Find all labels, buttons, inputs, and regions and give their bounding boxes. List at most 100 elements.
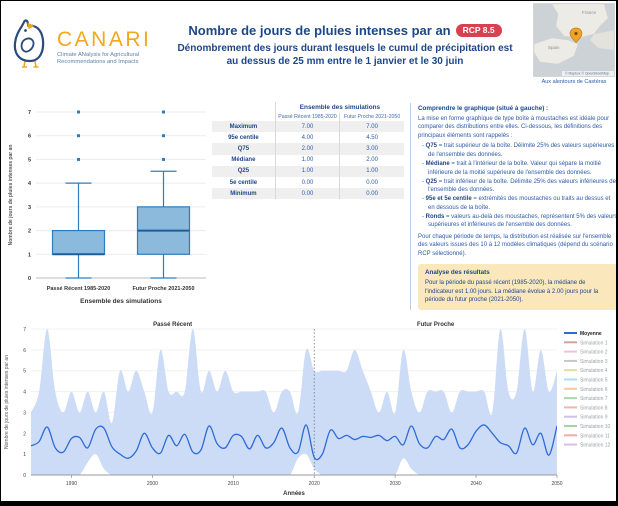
svg-text:4: 4: [23, 390, 26, 396]
legend-item-simulation-8[interactable]: Simulation 8: [564, 405, 608, 411]
table-row: 95e centile 4.00 4.50: [212, 132, 404, 144]
boxplot-svg: 0 1 2 3 4 5 6 7 Nombre de jours de pluies intens…: [8, 110, 206, 305]
svg-text:2010: 2010: [228, 481, 239, 487]
table-column-header: Passé Récent 1985-2020: [274, 113, 340, 121]
svg-text:5: 5: [23, 369, 26, 375]
cell-value: 4.00: [274, 132, 340, 144]
cell-value: 0.00: [274, 176, 340, 189]
definition-item: Q75 = trait supérieur de la boîte. Délim…: [422, 142, 616, 159]
cell-value: 2.00: [274, 143, 340, 155]
page-title: Nombre de jours de pluies intenses par a…: [188, 23, 451, 38]
cell-value: 3.00: [339, 143, 404, 155]
boxplot-chart[interactable]: 0 1 2 3 4 5 6 7 Nombre de jours de pluies intens…: [4, 98, 210, 317]
cell-value: 4.50: [339, 132, 404, 144]
legend-item-simulation-12[interactable]: Simulation 12: [564, 443, 611, 449]
canari-logo: CANARI Climate ANalysis for Agricultural…: [11, 17, 151, 74]
table-row: Q25 1.00 1.00: [212, 165, 404, 177]
cell-value: 7.00: [274, 121, 340, 133]
legend-item-simulation-2[interactable]: Simulation 2: [564, 350, 608, 356]
legend-item-simulation-9[interactable]: Simulation 9: [564, 415, 608, 421]
svg-text:Ensemble des simulations: Ensemble des simulations: [80, 298, 162, 305]
map-pin-icon: [569, 27, 583, 43]
table-row: Maximum 7.00 7.00: [212, 121, 404, 133]
svg-text:Simulation 3: Simulation 3: [580, 359, 608, 365]
svg-text:Nombre de jours de pluies inte: Nombre de jours de pluies intenses par a…: [8, 145, 14, 246]
svg-text:5: 5: [28, 157, 31, 163]
svg-text:Simulation 2: Simulation 2: [580, 350, 608, 356]
timeseries-svg: 0 1 2 3 4 5 6 7 1990 2000 2010 2020 2030 2040 2050 Anné…: [4, 322, 611, 497]
logo-name: CANARI: [57, 28, 152, 51]
table-group-header: Ensemble des simulations: [274, 102, 404, 113]
analysis-title: Analyse des résultats: [425, 269, 490, 277]
legend-item-simulation-5[interactable]: Simulation 5: [564, 378, 608, 384]
stats-table: Ensemble des simulations Passé Récent 198…: [212, 102, 404, 200]
legend-item-simulation-7[interactable]: Simulation 7: [564, 396, 608, 402]
row-label: 5e centile: [229, 179, 258, 186]
canari-bird-icon: [11, 17, 53, 74]
svg-text:6: 6: [28, 134, 31, 140]
svg-text:Simulation 5: Simulation 5: [580, 378, 608, 384]
map-caption: Aux alentours de Castéras: [541, 79, 607, 85]
cell-value: 0.00: [274, 188, 340, 200]
svg-text:Simulation 9: Simulation 9: [580, 415, 608, 421]
explainer-intro: La mise en forme graphique de type boîte…: [418, 115, 610, 139]
map-attribution: © Mapbox © OpenStreetMap: [565, 72, 609, 76]
analysis-box: Analyse des résultats Pour la période du…: [418, 264, 616, 310]
legend-item-simulation-3[interactable]: Simulation 3: [564, 359, 608, 365]
svg-text:6: 6: [23, 348, 26, 354]
legend-item-simulation-4[interactable]: Simulation 4: [564, 368, 608, 374]
location-map[interactable]: France Spain © Mapbox © OpenStreetMap Au…: [533, 3, 615, 85]
table-row: Q75 2.00 3.00: [212, 143, 404, 155]
row-label: Q25: [237, 168, 250, 175]
map-label-spain: Spain: [548, 45, 560, 50]
svg-text:Années: Années: [283, 491, 305, 497]
table-row: 5e centile 0.00 0.00: [212, 176, 404, 189]
svg-text:2020: 2020: [309, 481, 320, 487]
svg-text:2000: 2000: [147, 481, 158, 487]
svg-text:2: 2: [23, 431, 26, 437]
table-row: Médiane 1.00 2.00: [212, 154, 404, 166]
svg-text:1: 1: [28, 252, 31, 258]
cell-value: 7.00: [339, 121, 404, 133]
svg-text:Moyenne: Moyenne: [580, 331, 602, 337]
svg-text:Simulation 10: Simulation 10: [580, 424, 611, 430]
cell-value: 1.00: [274, 165, 340, 177]
cell-value: 0.00: [339, 176, 404, 189]
svg-text:Futur Proche 2021-2050: Futur Proche 2021-2050: [132, 286, 194, 292]
logo-tagline: Climate ANalysis for Agricultural Recomm…: [57, 52, 140, 66]
legend-item-simulation-11[interactable]: Simulation 11: [564, 433, 610, 439]
svg-text:Futur Proche: Futur Proche: [417, 322, 455, 328]
svg-text:Passé Récent: Passé Récent: [153, 322, 192, 328]
svg-text:Simulation 7: Simulation 7: [580, 396, 608, 402]
svg-text:2040: 2040: [471, 481, 482, 487]
svg-text:0: 0: [28, 276, 31, 282]
legend-item-simulation-1[interactable]: Simulation 1: [564, 340, 608, 346]
svg-text:Simulation 1: Simulation 1: [580, 340, 608, 346]
table-row: Minimum 0.00 0.00: [212, 188, 404, 200]
svg-text:2030: 2030: [390, 481, 401, 487]
definition-item: Médiane = trait à l'intérieur de la boît…: [422, 160, 616, 177]
table-column-header: Futur Proche 2021-2050: [339, 113, 404, 121]
map-label-france: France: [582, 10, 597, 15]
svg-text:1990: 1990: [66, 481, 77, 487]
row-label: Médiane: [231, 157, 256, 164]
timeseries-chart[interactable]: 0 1 2 3 4 5 6 7 1990 2000 2010 2020 2030 2040 2050 Anné…: [1, 319, 616, 501]
explainer-footer: Pour chaque période de temps, la distrib…: [418, 233, 613, 257]
svg-text:1: 1: [23, 452, 26, 458]
explainer-panel: Comprendre le graphique (situé à gauche)…: [410, 103, 616, 310]
svg-text:4: 4: [28, 181, 32, 187]
page-subtitle: Dénombrement des jours durant lesquels l…: [177, 43, 513, 67]
svg-text:Simulation 8: Simulation 8: [580, 405, 608, 411]
rcp-scenario-badge[interactable]: RCP 8.5: [455, 24, 502, 37]
row-label: Q75: [237, 145, 250, 152]
legend-item-simulation-10[interactable]: Simulation 10: [564, 424, 611, 430]
analysis-text: Pour la période du passé récent (1985-20…: [425, 280, 599, 304]
svg-text:Simulation 6: Simulation 6: [580, 387, 608, 393]
svg-text:2: 2: [28, 229, 31, 235]
legend-item-simulation-6[interactable]: Simulation 6: [564, 387, 608, 393]
legend-item-moyenne[interactable]: Moyenne: [564, 331, 602, 337]
definition-item: Q25 = trait inférieur de la boîte. Délim…: [422, 178, 616, 195]
svg-text:Passé Récent 1985-2020: Passé Récent 1985-2020: [47, 286, 111, 292]
svg-text:7: 7: [28, 110, 31, 116]
